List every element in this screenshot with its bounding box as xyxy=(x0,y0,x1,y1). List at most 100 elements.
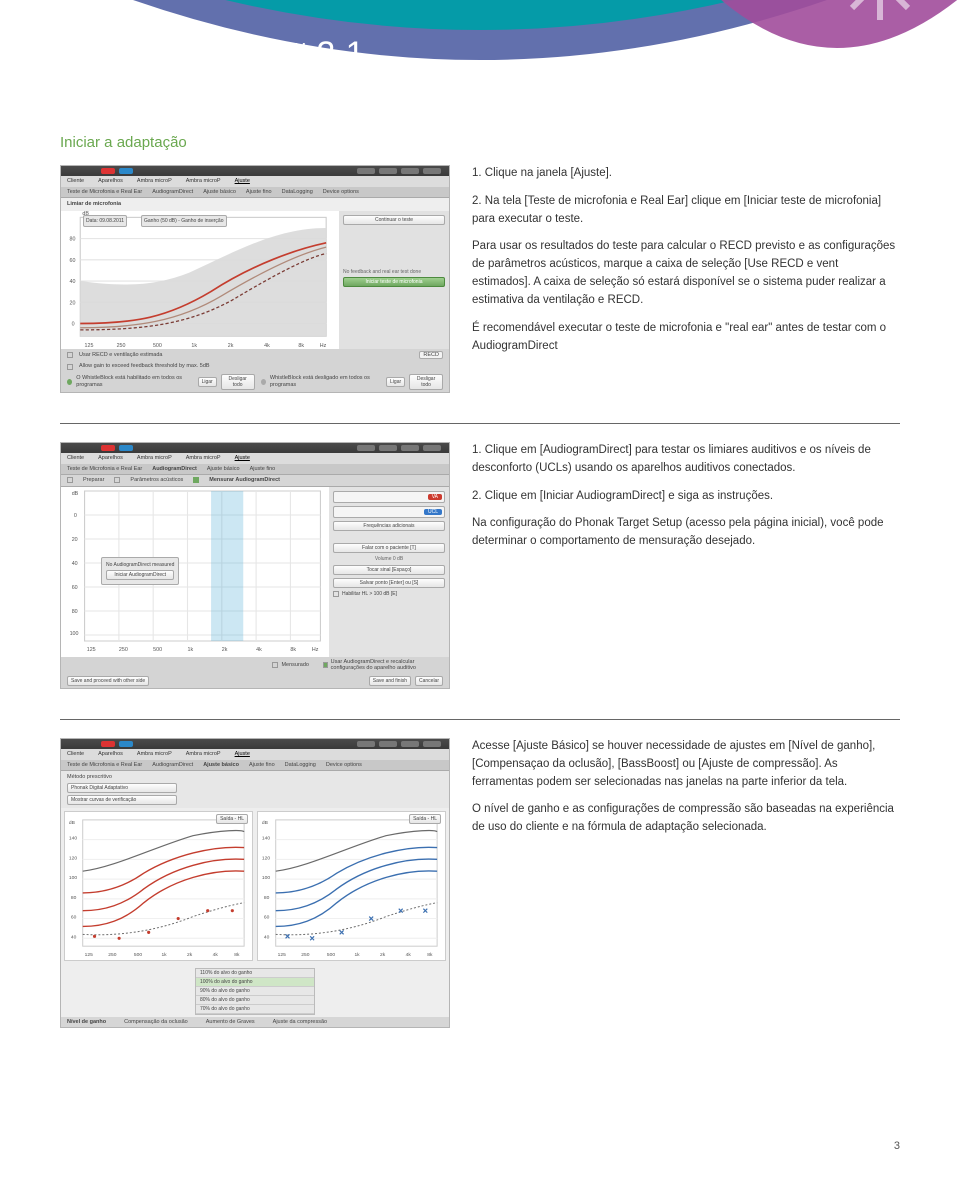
svg-text:4k: 4k xyxy=(256,647,262,653)
tool-tab[interactable]: Compensação da oclusão xyxy=(124,1019,188,1026)
tab-item[interactable]: Ajuste fino xyxy=(250,466,276,473)
svg-text:1k: 1k xyxy=(187,647,193,653)
svg-text:40: 40 xyxy=(264,934,270,940)
ribbon-adjust[interactable]: Ajuste xyxy=(235,751,250,758)
ribbon-device-name: Ambra microP xyxy=(137,751,172,758)
ligar-btn[interactable]: Ligar xyxy=(198,377,217,387)
freq-add-button[interactable]: Frequências adicionais xyxy=(333,521,445,531)
save-point-button[interactable]: Salvar ponto [Enter] ou [S] xyxy=(333,578,445,588)
checkbox-use-recd[interactable] xyxy=(67,352,73,358)
svg-text:dB: dB xyxy=(262,820,269,826)
cancel-button[interactable]: Cancelar xyxy=(415,676,443,686)
audiogram-side-panel: VA UCL Frequências adicionais Falar com … xyxy=(329,487,449,657)
svg-text:500: 500 xyxy=(327,952,335,958)
gain-target-table: 110% do alvo do ganho 100% do alvo do ga… xyxy=(195,968,315,1015)
title-version: 2.1 xyxy=(316,35,365,73)
tab-item[interactable]: DataLogging xyxy=(285,762,316,769)
ribbon-adjust[interactable]: Ajuste xyxy=(235,455,250,462)
status-row: Usar RECD e ventilação estimada RECD xyxy=(61,349,449,362)
svg-text:4k: 4k xyxy=(406,952,412,958)
ribbon-device-name: Ambra microP xyxy=(137,455,172,462)
svg-text:1k: 1k xyxy=(191,343,197,349)
ribbon: Cliente Aparelhos Ambra microP Ambra mic… xyxy=(61,176,449,187)
gain-row[interactable]: 80% do alvo do ganho xyxy=(196,996,314,1005)
instruction-text: Acesse [Ajuste Básico] se houver necessi… xyxy=(472,738,900,791)
section-heading: Iniciar a adaptação xyxy=(60,134,900,151)
svg-text:60: 60 xyxy=(70,258,76,264)
svg-text:2k: 2k xyxy=(380,952,386,958)
svg-text:500: 500 xyxy=(153,343,162,349)
gain-row[interactable]: 90% do alvo do ganho xyxy=(196,987,314,996)
gain-row[interactable]: 110% do alvo do ganho xyxy=(196,969,314,978)
tool-tab[interactable]: Nível de ganho xyxy=(67,1019,106,1026)
date-label: Data: 09.08.2011 xyxy=(83,215,127,227)
tool-tab[interactable]: Aumento de Graves xyxy=(206,1019,255,1026)
ribbon-devices: Aparelhos xyxy=(98,751,123,758)
screenshot-feedback-test: Cliente Aparelhos Ambra microP Ambra mic… xyxy=(60,165,450,393)
svg-text:80: 80 xyxy=(70,237,76,243)
svg-text:140: 140 xyxy=(262,835,270,841)
ribbon-device-name: Ambra microP xyxy=(137,178,172,185)
subtab[interactable]: Preparar xyxy=(83,477,104,484)
subtab[interactable]: Parâmetros acústicos xyxy=(130,477,183,484)
tab-item[interactable]: Ajuste fino xyxy=(246,189,272,196)
ribbon-client: Cliente xyxy=(67,178,84,185)
desligar-btn[interactable]: Desligar todo xyxy=(221,374,255,390)
instruction-text: 1. Clique na janela [Ajuste]. xyxy=(472,165,900,183)
svg-text:40: 40 xyxy=(70,279,76,285)
tool-tab[interactable]: Ajuste da compressão xyxy=(273,1019,327,1026)
tab-item[interactable]: Teste de Microfonia e Real Ear xyxy=(67,189,142,196)
formula-select[interactable]: Phonak Digital Adaptativo xyxy=(67,783,177,793)
instruction-text: 2. Clique em [Iniciar AudiogramDirect] e… xyxy=(472,488,900,506)
svg-text:20: 20 xyxy=(72,537,78,543)
output-chart-right: Saída - HL dB140120100806040 1252505001 xyxy=(64,811,253,961)
app-topbar xyxy=(61,166,449,176)
svg-text:dB: dB xyxy=(72,491,79,497)
tab-item[interactable]: Device options xyxy=(323,189,359,196)
chart-view-select[interactable]: Saída - HL xyxy=(216,814,248,824)
tab-item[interactable]: Ajuste básico xyxy=(207,466,240,473)
tab-item[interactable]: Teste de Microfonia e Real Ear xyxy=(67,466,142,473)
checkbox-allow-gain[interactable] xyxy=(67,364,73,370)
method-label: Método prescritivo xyxy=(67,774,177,781)
tab-item[interactable]: AudiogramDirect xyxy=(152,189,193,196)
svg-text:40: 40 xyxy=(71,934,77,940)
page-number: 3 xyxy=(894,1140,900,1152)
desligar-btn[interactable]: Desligar todo xyxy=(409,374,443,390)
talk-button[interactable]: Falar com o paciente [T] xyxy=(333,543,445,553)
va-chip[interactable]: VA xyxy=(428,494,442,500)
start-feedback-test-button[interactable]: Iniciar teste de microfonia xyxy=(343,277,445,287)
start-audiogram-button[interactable]: Iniciar AudiogramDirect xyxy=(106,570,174,580)
show-verification-button[interactable]: Mostrar curvas de verificação xyxy=(67,795,177,805)
gain-row[interactable]: 70% do alvo do ganho xyxy=(196,1005,314,1014)
save-finish-button[interactable]: Save and finish xyxy=(369,676,411,686)
continue-button[interactable]: Continuar o teste xyxy=(343,215,445,225)
title-tm: TM xyxy=(285,40,306,56)
tab-item[interactable]: Ajuste básico xyxy=(203,189,236,196)
page-title: Phonak TargetTM 2.1 xyxy=(60,35,900,74)
ligar-btn[interactable]: Ligar xyxy=(386,377,405,387)
tone-button[interactable]: Tocar sinal [Espaço] xyxy=(333,565,445,575)
ribbon-adjust[interactable]: Ajuste xyxy=(235,178,250,185)
tab-item[interactable]: Ajuste básico xyxy=(203,762,239,769)
tab-item[interactable]: AudiogramDirect xyxy=(152,762,193,769)
panel-title: Limiar de microfonia xyxy=(61,198,449,211)
svg-text:60: 60 xyxy=(264,914,270,920)
subtab[interactable]: Mensurar AudiogramDirect xyxy=(209,477,280,484)
svg-text:80: 80 xyxy=(71,895,77,901)
tab-item[interactable]: DataLogging xyxy=(282,189,313,196)
tab-item[interactable]: AudiogramDirect xyxy=(152,466,197,473)
chart-view-select[interactable]: Saída - HL xyxy=(409,814,441,824)
screenshot-audiogram-direct: Cliente Aparelhos Ambra microP Ambra mic… xyxy=(60,442,450,689)
ucl-chip[interactable]: UCL xyxy=(424,509,442,515)
tabs: Teste de Microfonia e Real Ear Audiogram… xyxy=(61,187,449,199)
tab-item[interactable]: Ajuste fino xyxy=(249,762,275,769)
instruction-text: 1. Clique em [AudiogramDirect] para test… xyxy=(472,442,900,478)
gain-row[interactable]: 100% do alvo do ganho xyxy=(196,978,314,987)
tab-item[interactable]: Device options xyxy=(326,762,362,769)
save-other-button[interactable]: Save and proceed with other side xyxy=(67,676,149,686)
svg-text:120: 120 xyxy=(69,855,77,861)
use-ad-label: Usar AudiogramDirect e recalcular config… xyxy=(331,659,443,672)
instruction-text: Para usar os resultados do teste para ca… xyxy=(472,238,900,309)
tab-item[interactable]: Teste de Microfonia e Real Ear xyxy=(67,762,142,769)
